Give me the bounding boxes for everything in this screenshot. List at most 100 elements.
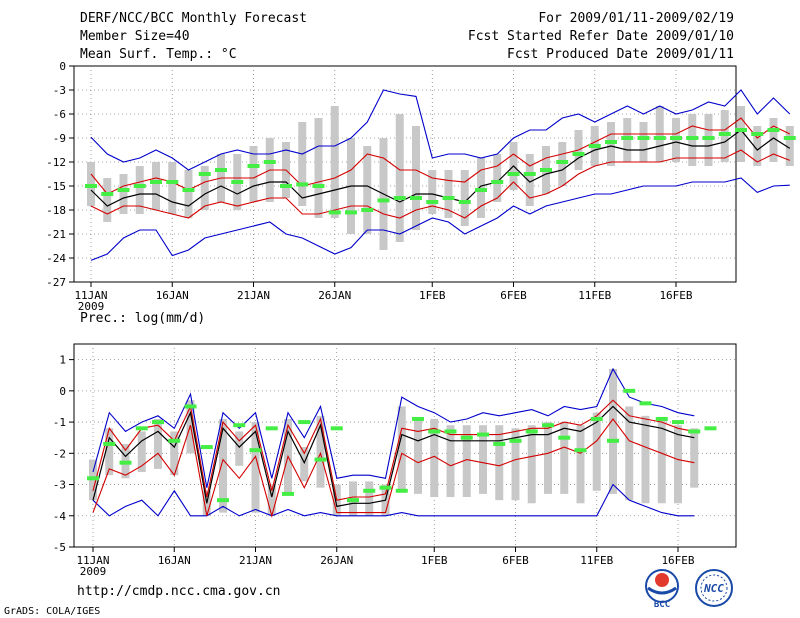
observed-marker <box>103 441 116 446</box>
observed-marker <box>282 491 294 496</box>
observed-marker <box>783 136 796 140</box>
observed-marker <box>702 136 715 140</box>
observed-marker <box>574 448 587 453</box>
observed-marker <box>117 188 130 192</box>
x-tick-label: 11FEB <box>580 554 613 567</box>
observed-marker <box>217 498 229 503</box>
observed-marker <box>410 196 422 200</box>
observed-marker <box>377 198 390 203</box>
observed-marker <box>509 438 522 443</box>
ensemble-box <box>249 146 258 202</box>
min-line <box>92 483 695 517</box>
ensemble-box <box>785 126 794 166</box>
ensemble-box <box>460 170 469 226</box>
observed-marker <box>247 164 260 168</box>
observed-marker <box>637 136 650 140</box>
x-tick-label: 6FEB <box>502 554 529 567</box>
observed-marker <box>379 485 392 490</box>
observed-marker <box>477 432 489 437</box>
observed-marker <box>198 172 211 176</box>
observed-marker <box>605 140 617 144</box>
ensemble-box <box>103 178 112 222</box>
observed-marker <box>558 435 571 440</box>
observed-marker <box>572 152 585 156</box>
y-tick-label: 0 <box>59 385 66 398</box>
observed-marker <box>639 401 652 406</box>
observed-marker <box>152 420 164 425</box>
observed-marker <box>168 438 181 443</box>
observed-marker <box>280 184 292 188</box>
observed-marker <box>525 429 538 434</box>
x-tick-label: 16JAN <box>156 289 189 302</box>
ensemble-box <box>105 428 114 476</box>
observed-marker <box>688 429 701 434</box>
observed-marker <box>231 180 244 184</box>
x-tick-label: 26JAN <box>318 289 351 302</box>
observed-marker <box>166 180 179 184</box>
ensemble-box <box>363 146 372 234</box>
ensemble-box <box>365 481 374 516</box>
ensemble-box <box>625 406 634 501</box>
observed-marker <box>542 423 554 428</box>
ensemble-box <box>119 174 128 214</box>
ensemble-box <box>495 425 504 501</box>
observed-marker <box>298 420 311 425</box>
observed-marker <box>314 457 327 462</box>
ensemble-box <box>298 122 307 206</box>
variable-label-precipitation: Prec.: log(mm/d) <box>80 311 206 326</box>
ensemble-box <box>592 412 601 491</box>
observed-marker <box>556 160 569 164</box>
ensemble-box <box>639 122 648 162</box>
ensemble-box <box>152 162 160 210</box>
ensemble-box <box>479 425 487 494</box>
observed-marker <box>507 172 520 176</box>
ensemble-box <box>200 166 209 210</box>
ensemble-box <box>511 428 520 501</box>
forecast-produced-label: Fcst Produced Date 2009/01/11 <box>507 47 734 62</box>
max-line <box>90 89 791 171</box>
ensemble-box <box>674 425 682 504</box>
y-tick-label: -15 <box>46 180 66 193</box>
lower-line <box>90 149 791 219</box>
observed-marker <box>296 182 309 187</box>
x-tick-label: 11JAN <box>76 554 109 567</box>
ensemble-box <box>154 418 162 469</box>
observed-marker <box>135 426 148 431</box>
ensemble-box <box>430 418 439 498</box>
y-tick-label: -3 <box>53 479 66 492</box>
plot-frame <box>73 343 737 548</box>
observed-marker <box>751 132 764 136</box>
observed-marker <box>444 429 457 434</box>
observed-marker <box>328 210 341 215</box>
observed-marker <box>412 416 424 421</box>
member-size-label: Member Size=40 <box>80 29 190 44</box>
ensemble-mean-line <box>92 405 695 508</box>
observed-marker <box>704 426 717 431</box>
ensemble-box <box>168 162 177 214</box>
x-tick-label: 21JAN <box>239 554 272 567</box>
observed-marker <box>491 180 504 184</box>
observed-marker <box>460 435 473 440</box>
observed-marker <box>347 498 359 503</box>
x-tick-label: 11JAN <box>74 289 107 302</box>
ensemble-box <box>267 484 276 516</box>
observed-marker <box>263 160 276 164</box>
observed-marker <box>330 426 343 431</box>
min-line <box>90 177 790 261</box>
x-year-label: 2009 <box>78 300 105 313</box>
ensemble-box <box>428 170 437 214</box>
observed-marker <box>312 184 325 188</box>
ensemble-box <box>314 118 323 218</box>
y-tick-label: -12 <box>46 156 66 169</box>
ncc-logo: NCC <box>695 569 733 607</box>
plot-frame <box>73 65 737 283</box>
observed-marker <box>475 188 487 192</box>
ensemble-box <box>137 431 146 473</box>
observed-marker <box>607 438 619 443</box>
observed-marker <box>653 136 666 140</box>
ensemble-mean-line <box>90 129 791 207</box>
y-tick-label: -4 <box>53 510 67 523</box>
ensemble-box <box>462 425 471 498</box>
x-tick-label: 21JAN <box>237 289 270 302</box>
